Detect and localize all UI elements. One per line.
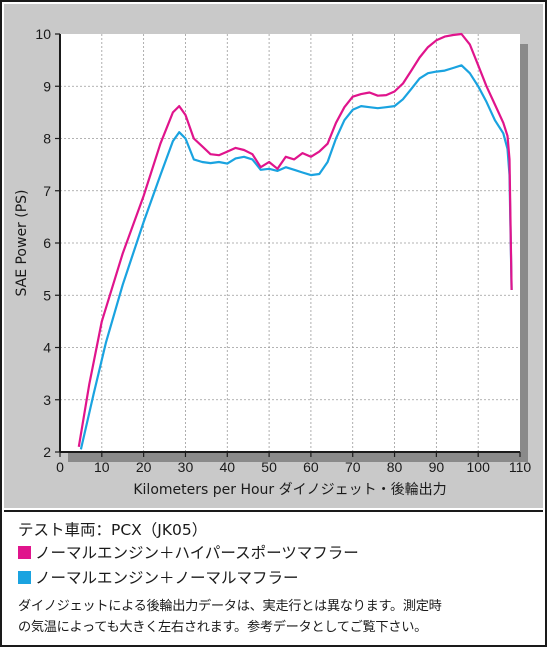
series-line-hyper-sports [77,32,513,447]
x-tick-label: 0 [56,459,64,475]
legend-label-normal: ノーマルエンジン＋ノーマルマフラー [35,569,299,587]
y-tick-label: 2 [43,444,51,460]
x-tick-label: 60 [303,459,319,475]
x-tick-label: 20 [136,459,152,475]
x-tick-label: 70 [345,459,361,475]
x-tick-label: 80 [387,459,403,475]
disclaimer-line-1: ダイノジェットによる後輪出力データは、実走行とは異なります。測定時 [18,599,442,614]
x-tick-label: 50 [261,459,277,475]
x-axis-title: Kilometers per Hour ダイノジェット・後輪出力 [133,481,446,498]
y-tick-label: 6 [43,235,51,251]
legend-panel: テスト車両：PCX（JK05） ノーマルエンジン＋ハイパースポーツマフラー ノー… [4,510,543,645]
disclaimer-line-2: の気温によっても大きく左右されます。参考データとしてご覧下さい。 [18,620,427,635]
legend-swatch-magenta [18,545,31,559]
y-tick-label: 7 [43,183,51,199]
y-tick-label: 3 [43,392,51,408]
legend-item-normal: ノーマルエンジン＋ノーマルマフラー [18,566,299,588]
series-line-normal [79,64,513,450]
legend-item-hyper-sports: ノーマルエンジン＋ハイパースポーツマフラー [18,541,359,563]
y-tick-label: 4 [43,340,51,356]
y-tick-label: 5 [43,287,51,303]
x-tick-label: 40 [219,459,235,475]
dyno-chart: 0 10 20 30 40 50 60 70 80 90 100 110 2 3 4 5 6 7 8 9 10 Kilom… [14,26,532,498]
y-tick-label: 9 [43,78,51,94]
x-tick-label: 100 [467,459,491,475]
legend-label-hyper-sports: ノーマルエンジン＋ハイパースポーツマフラー [35,544,359,562]
x-tick-label: 30 [178,459,194,475]
x-tick-label: 90 [429,459,445,475]
y-tick-label: 8 [43,131,51,147]
y-tick-label: 10 [35,26,51,42]
x-tick-label: 110 [509,459,532,475]
legend-swatch-cyan [18,570,31,584]
x-tick-label: 10 [94,459,110,475]
chart-panel: 0 10 20 30 40 50 60 70 80 90 100 110 2 3 4 5 6 7 8 9 10 Kilom… [4,4,543,508]
y-axis-title: SAE Power (PS) [14,189,30,296]
test-vehicle-label: テスト車両：PCX（JK05） [18,521,208,539]
